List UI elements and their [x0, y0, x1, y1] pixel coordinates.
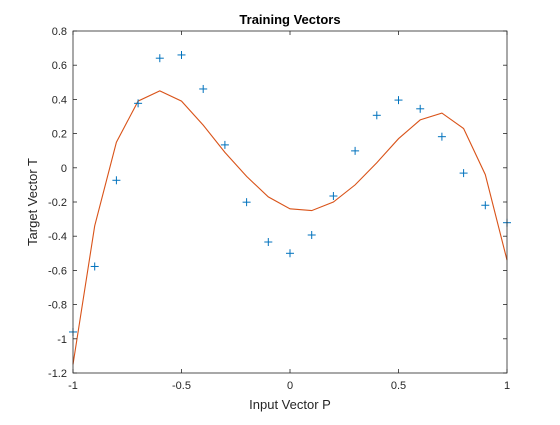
y-tick-label: -1	[57, 334, 67, 346]
data-point	[112, 176, 121, 185]
data-point	[155, 54, 164, 63]
data-point	[286, 249, 294, 258]
data-point	[459, 169, 468, 178]
x-tick-label: 0	[287, 380, 293, 392]
tick-layer: -1 -0.5 0 0.5 1-1.2-1-0.8-0.6-0.4-0.200.20.4…	[48, 26, 510, 392]
x-tick-label: 0.5	[391, 380, 406, 392]
data-point	[416, 104, 425, 113]
data-point	[372, 111, 381, 120]
data-point	[90, 262, 99, 271]
y-axis-label: Target Vector T	[25, 158, 40, 246]
x-tick-label: -0.5	[172, 380, 191, 392]
axes-background	[73, 31, 507, 373]
chart-title: Training Vectors	[239, 12, 340, 27]
fit-line	[72, 90, 508, 365]
data-point	[199, 84, 208, 93]
y-tick-label: -1.2	[48, 368, 67, 380]
y-tick-label: 0.4	[52, 94, 67, 106]
data-point	[242, 198, 251, 207]
series-layer	[69, 50, 511, 365]
x-tick-label: -1	[68, 380, 78, 392]
data-point	[481, 201, 490, 210]
x-tick-label: 1	[504, 380, 510, 392]
data-point	[177, 50, 186, 59]
y-tick-label: 0	[61, 163, 67, 175]
y-tick-label: 0.2	[52, 129, 67, 141]
data-point	[394, 96, 403, 105]
y-tick-label: -0.4	[48, 231, 67, 243]
data-point	[307, 231, 316, 240]
y-tick-label: -0.2	[48, 197, 67, 209]
y-tick-label: 0.8	[52, 26, 67, 38]
data-point	[134, 99, 143, 108]
data-point	[351, 146, 360, 155]
data-point	[220, 140, 229, 149]
y-tick-label: 0.6	[52, 60, 67, 72]
data-point	[264, 238, 273, 247]
data-point	[437, 132, 446, 141]
y-tick-label: -0.8	[48, 300, 67, 312]
data-point	[329, 192, 338, 201]
y-tick-label: -0.6	[48, 265, 67, 277]
x-axis-label: Input Vector P	[249, 397, 331, 412]
